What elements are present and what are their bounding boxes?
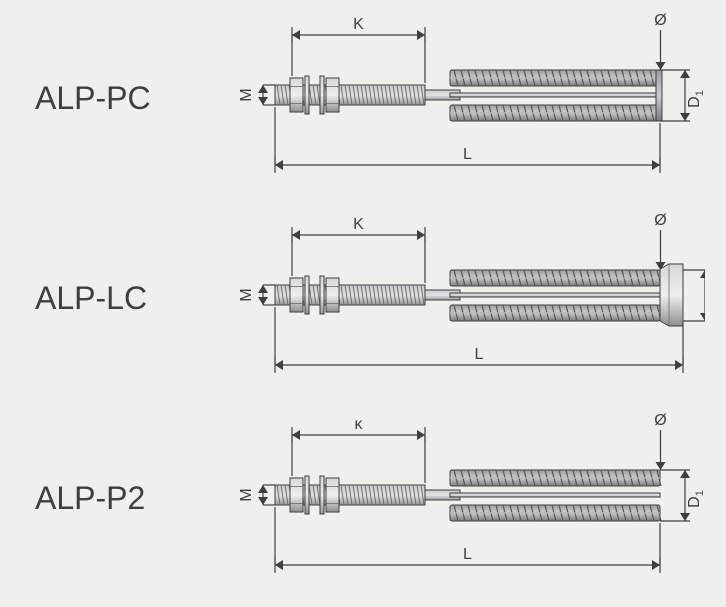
- dim-label: L: [463, 546, 472, 563]
- anchor-diagram-ALP-LC: K Ø: [225, 205, 705, 395]
- dim-label: ĸ: [355, 416, 364, 433]
- dim-label: K: [353, 16, 364, 33]
- variant-label: ALP-P2: [35, 480, 145, 517]
- anchor-diagram-ALP-P2: ĸ Ø: [225, 405, 705, 595]
- dim-diameter: Ø: [654, 212, 666, 229]
- dim-diameter: Ø: [654, 412, 666, 429]
- variant-row-ALP-LC: ALP-LC K: [0, 200, 726, 400]
- dim-label: M: [238, 88, 255, 101]
- dim-d1: D1: [686, 90, 705, 108]
- dim-label: M: [238, 288, 255, 301]
- dim-label: L: [475, 346, 484, 363]
- anchor-diagram-ALP-PC: K Ø: [225, 5, 705, 195]
- variant-label: ALP-LC: [35, 280, 147, 317]
- dim-d1: D1: [686, 490, 705, 508]
- variant-row-ALP-PC: ALP-PC K: [0, 0, 726, 200]
- dim-label: M: [238, 488, 255, 501]
- variant-row-ALP-P2: ALP-P2 ĸ: [0, 400, 726, 600]
- dim-label: L: [463, 146, 472, 163]
- variant-label: ALP-PC: [35, 80, 151, 117]
- dim-diameter: Ø: [654, 12, 666, 29]
- dim-label: K: [353, 216, 364, 233]
